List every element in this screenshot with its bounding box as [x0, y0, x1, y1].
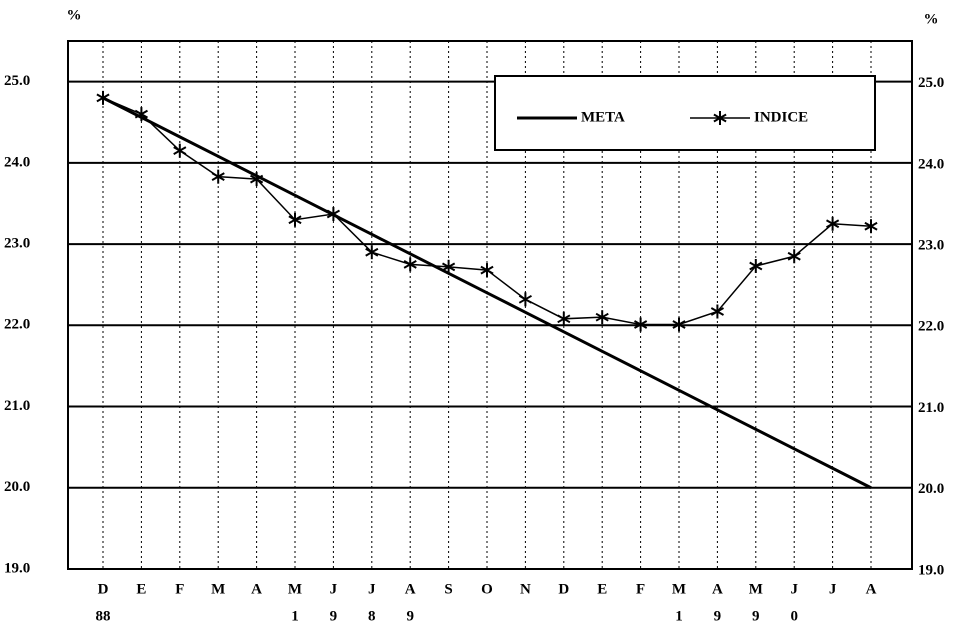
marker-stroke	[710, 307, 724, 316]
x-tick-label: O	[481, 581, 493, 597]
marker-stroke	[713, 113, 727, 123]
x-tick-label: E	[597, 581, 607, 597]
x-tick-label: F	[636, 581, 645, 597]
marker-stroke	[365, 247, 379, 257]
y2-tick-label: 23.0	[918, 238, 944, 254]
x-tick-label: J	[368, 581, 376, 597]
x-tick-label: E	[136, 581, 146, 597]
series-marker	[864, 219, 878, 234]
marker-stroke	[250, 174, 264, 184]
x-year-label: 0	[790, 608, 798, 624]
series-marker	[672, 317, 686, 332]
x-tick-label: M	[288, 581, 302, 597]
y-tick-label: 25.0	[4, 73, 30, 89]
series-marker	[211, 169, 225, 184]
marker-stroke	[864, 221, 878, 231]
marker-stroke	[634, 320, 648, 329]
marker-stroke	[557, 314, 571, 324]
series-marker	[595, 310, 609, 325]
series-line	[102, 96, 872, 490]
x-year-label: 9	[406, 608, 414, 624]
x-tick-label: S	[444, 581, 452, 597]
x-tick-label: D	[558, 581, 569, 597]
y2-tick-label: 21.0	[918, 400, 944, 416]
y-tick-label: 20.0	[4, 479, 30, 495]
legend-marker	[713, 111, 727, 125]
marker-stroke	[480, 265, 494, 275]
series-marker	[326, 207, 340, 222]
marker-stroke	[787, 251, 801, 261]
series-marker	[442, 259, 456, 274]
y2-tick-label: 19.0	[918, 562, 944, 578]
series-marker	[173, 143, 187, 158]
series-marker	[749, 259, 763, 274]
x-tick-label: M	[672, 581, 686, 597]
series-marker	[96, 90, 110, 105]
series-marker	[250, 172, 264, 187]
marker-stroke	[595, 312, 609, 322]
marker-stroke	[749, 261, 763, 271]
series-marker	[365, 245, 379, 260]
series-marker	[134, 107, 148, 122]
marker-stroke	[518, 294, 532, 304]
x-tick-label: J	[330, 581, 338, 597]
series-marker	[480, 263, 494, 278]
x-tick-label: N	[520, 581, 531, 597]
marker-stroke	[134, 109, 148, 119]
series-marker	[710, 304, 724, 319]
marker-stroke	[672, 320, 686, 329]
x-year-label: 9	[752, 608, 760, 624]
y-tick-label: 21.0	[4, 398, 30, 414]
y-unit-right: %	[924, 11, 939, 27]
marker-stroke	[288, 215, 302, 225]
series-marker	[826, 216, 840, 231]
marker-stroke	[442, 262, 456, 272]
y2-tick-label: 25.0	[918, 75, 944, 91]
legend-box	[494, 75, 876, 151]
y-tick-label: 19.0	[4, 560, 30, 576]
x-tick-label: J	[790, 581, 798, 597]
series-marker	[518, 292, 532, 307]
series-marker	[288, 212, 302, 227]
x-tick-label: F	[175, 581, 184, 597]
x-tick-label: D	[98, 581, 109, 597]
marker-stroke	[211, 172, 225, 182]
x-tick-label: M	[211, 581, 225, 597]
marker-stroke	[173, 146, 187, 156]
y-tick-label: 23.0	[4, 236, 30, 252]
series-marker	[787, 249, 801, 264]
x-tick-label: A	[866, 581, 877, 597]
series-marker	[403, 257, 417, 272]
y2-tick-label: 24.0	[918, 156, 944, 172]
legend-label: INDICE	[754, 109, 808, 125]
y-unit-left: %	[67, 7, 82, 23]
x-tick-label: A	[251, 581, 262, 597]
x-year-label: 88	[96, 608, 111, 624]
y-tick-label: 22.0	[4, 317, 30, 333]
legend-label: META	[581, 109, 625, 125]
x-year-label: 9	[714, 608, 722, 624]
y-tick-label: 24.0	[4, 154, 30, 170]
marker-stroke	[826, 219, 840, 229]
x-tick-label: J	[829, 581, 837, 597]
x-tick-label: A	[712, 581, 723, 597]
series-marker	[634, 317, 648, 332]
x-year-label: 1	[675, 608, 683, 624]
y2-tick-label: 22.0	[918, 319, 944, 335]
x-year-label: 8	[368, 608, 376, 624]
x-tick-label: M	[749, 581, 763, 597]
y2-tick-label: 20.0	[918, 481, 944, 497]
x-tick-label: A	[405, 581, 416, 597]
x-year-label: 1	[291, 608, 299, 624]
marker-stroke	[96, 93, 110, 103]
x-year-label: 9	[330, 608, 338, 624]
marker-stroke	[403, 260, 417, 269]
marker-stroke	[326, 209, 340, 219]
series-marker	[557, 311, 571, 326]
